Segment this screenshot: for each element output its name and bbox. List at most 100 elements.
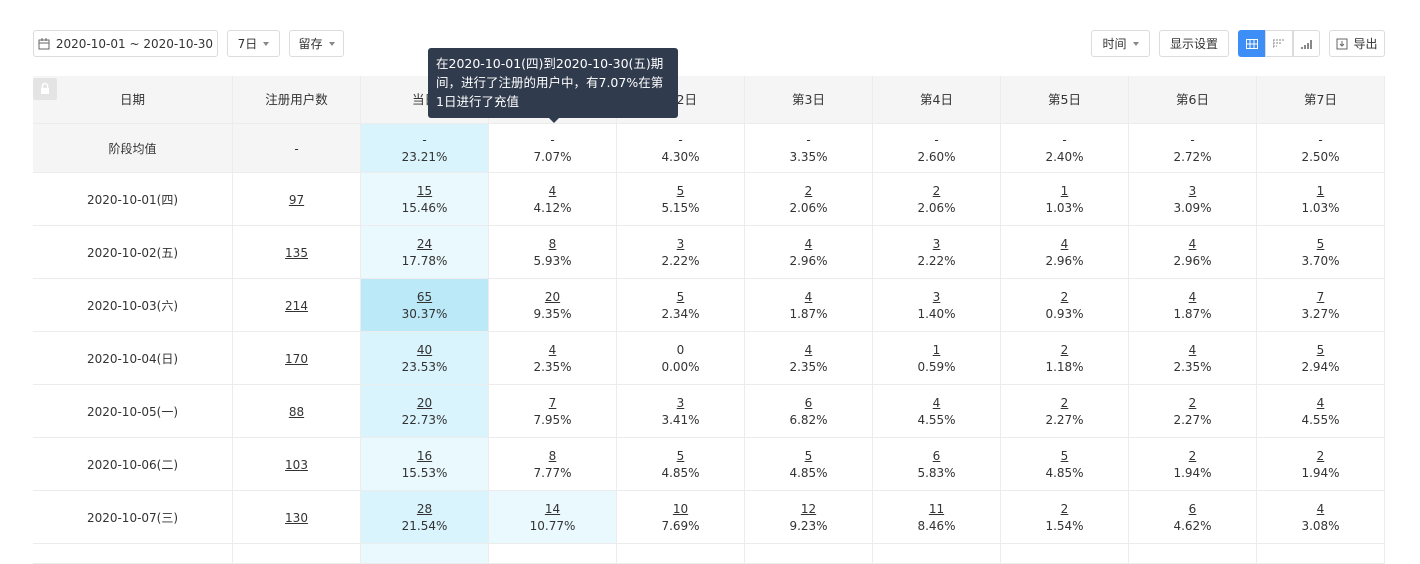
count[interactable]: 11 [928, 501, 945, 516]
count[interactable]: 7 [1316, 289, 1325, 304]
percentage: 3.27% [1301, 306, 1340, 321]
count[interactable]: 6 [1188, 501, 1197, 516]
retention-cell: 1 1.03% [1257, 173, 1385, 226]
registered-users[interactable]: 170 [285, 351, 308, 366]
count[interactable]: 28 [416, 501, 433, 516]
count[interactable]: 8 [548, 448, 557, 463]
count[interactable]: 4 [1188, 342, 1197, 357]
export-button[interactable]: 导出 [1329, 30, 1385, 57]
count[interactable]: 5 [1316, 236, 1325, 251]
bars-icon [1300, 39, 1312, 49]
count[interactable]: 2 [1060, 342, 1069, 357]
count[interactable]: 4 [804, 236, 813, 251]
retention-cell: 7 3.27% [1257, 279, 1385, 332]
count[interactable]: 4 [1188, 236, 1197, 251]
count[interactable]: 1 [932, 342, 941, 357]
percentage: 1.87% [1173, 306, 1212, 321]
time-select[interactable]: 时间 [1091, 30, 1150, 57]
count[interactable]: 2 [932, 183, 941, 198]
count[interactable]: 1 [1060, 183, 1069, 198]
lock-button[interactable] [33, 78, 57, 100]
retention-cell: 4 2.96% [745, 226, 873, 279]
count[interactable]: 4 [1060, 236, 1069, 251]
count[interactable]: 3 [676, 395, 685, 410]
count[interactable]: 12 [800, 501, 817, 516]
metric-select[interactable]: 留存 [289, 30, 344, 57]
average-label: 阶段均值 [108, 141, 157, 156]
percentage: 9.23% [789, 518, 828, 533]
count[interactable]: 2 [1060, 395, 1069, 410]
registered-users[interactable]: 97 [288, 192, 305, 207]
count[interactable]: 3 [676, 236, 685, 251]
count[interactable]: 2 [1188, 395, 1197, 410]
registered-users[interactable]: 103 [285, 457, 308, 472]
count[interactable]: 1 [1316, 183, 1325, 198]
count[interactable]: 20 [416, 395, 433, 410]
header-cell: 注册用户数 [233, 76, 361, 124]
count[interactable]: 4 [804, 342, 813, 357]
count[interactable]: 7 [548, 395, 557, 410]
count[interactable]: 8 [548, 236, 557, 251]
count[interactable]: 2 [1060, 501, 1069, 516]
count[interactable]: 3 [932, 236, 941, 251]
count[interactable]: 2 [1316, 448, 1325, 463]
count[interactable]: 2 [1060, 289, 1069, 304]
date-cell: 2020-10-03(六) [33, 279, 233, 332]
count[interactable]: 3 [1188, 183, 1197, 198]
percentage: 2.60% [917, 149, 956, 164]
count[interactable]: 4 [804, 289, 813, 304]
registered-users[interactable]: 135 [285, 245, 308, 260]
retention-cell: 1 1.03% [1001, 173, 1129, 226]
retention-cell: 3 3.09% [1129, 173, 1257, 226]
retention-cell: 2 1.94% [1257, 438, 1385, 491]
count[interactable]: 5 [1060, 448, 1069, 463]
count[interactable]: 3 [932, 289, 941, 304]
count[interactable]: 4 [548, 183, 557, 198]
count[interactable]: 10 [672, 501, 689, 516]
triangle-view-button[interactable] [1265, 30, 1293, 57]
percentage: 10.77% [529, 518, 576, 533]
percentage: 22.73% [401, 412, 448, 427]
empty-cell [873, 544, 1001, 564]
registered-users[interactable]: 88 [288, 404, 305, 419]
count[interactable]: 2 [1188, 448, 1197, 463]
count[interactable]: 5 [1316, 342, 1325, 357]
count[interactable]: 2 [804, 183, 813, 198]
percentage: 1.94% [1301, 465, 1340, 480]
count[interactable]: 40 [416, 342, 433, 357]
count[interactable]: 4 [1316, 501, 1325, 516]
count[interactable]: 14 [544, 501, 561, 516]
count[interactable]: 5 [676, 289, 685, 304]
count[interactable]: 15 [416, 183, 433, 198]
count[interactable]: 6 [932, 448, 941, 463]
retention-cell: 3 2.22% [617, 226, 745, 279]
period-select[interactable]: 7日 [227, 30, 280, 57]
table-view-button[interactable] [1238, 30, 1265, 57]
chart-view-button[interactable] [1293, 30, 1320, 57]
count[interactable]: 5 [676, 448, 685, 463]
display-settings-button[interactable]: 显示设置 [1159, 30, 1229, 57]
count[interactable]: 6 [804, 395, 813, 410]
registered-users[interactable]: 130 [285, 510, 308, 525]
time: 时间 [1102, 37, 1127, 51]
count[interactable]: 4 [1188, 289, 1197, 304]
count[interactable]: 20 [544, 289, 561, 304]
percentage: 2.35% [533, 359, 572, 374]
count[interactable]: 4 [548, 342, 557, 357]
count[interactable]: 5 [804, 448, 813, 463]
retention-cell: 5 4.85% [745, 438, 873, 491]
percentage: 2.50% [1301, 149, 1340, 164]
count[interactable]: 16 [416, 448, 433, 463]
date: 2020-10-01(四) [86, 192, 179, 207]
count[interactable]: 4 [1316, 395, 1325, 410]
column-header: 第7日 [1304, 92, 1337, 107]
count[interactable]: 5 [676, 183, 685, 198]
count[interactable]: 24 [416, 236, 433, 251]
percentage: 8.46% [917, 518, 956, 533]
count[interactable]: 65 [416, 289, 433, 304]
registered-users[interactable]: 214 [285, 298, 308, 313]
users-cell: 130 [233, 491, 361, 544]
retention-cell: 4 4.12% [489, 173, 617, 226]
date-range-picker[interactable]: 2020-10-01 ~ 2020-10-30 [33, 30, 218, 57]
count[interactable]: 4 [932, 395, 941, 410]
